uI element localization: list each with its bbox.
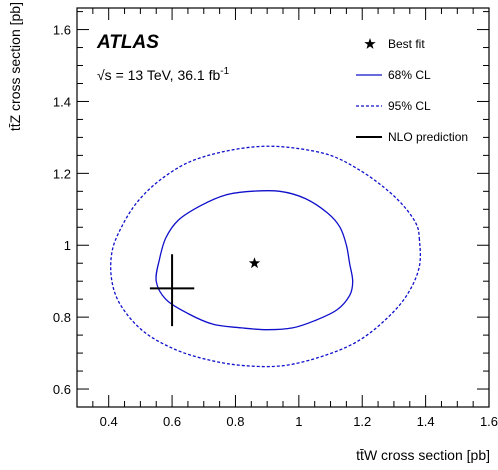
x-axis-title: tt̄W cross section [pb] [356, 447, 490, 463]
x-tick-label: 0.4 [100, 414, 118, 429]
y-axis-title: tt̄Z cross section [pb] [7, 2, 23, 131]
contour-68cl [155, 189, 354, 331]
best-fit-marker [248, 257, 261, 269]
experiment-label: ATLAS [96, 32, 159, 53]
legend-label: 68% CL [388, 68, 431, 82]
legend-label: NLO prediction [388, 130, 468, 144]
y-tick-label: 1 [64, 238, 71, 253]
energy-superscript: -1 [220, 66, 229, 77]
x-tick-label: 1.6 [480, 414, 498, 429]
contour-layer [110, 145, 422, 368]
y-tick-label: 0.8 [53, 310, 71, 325]
x-tick-label: 1.2 [353, 414, 371, 429]
legend-entry: NLO prediction [356, 130, 468, 144]
y-tick-label: 0.6 [53, 382, 71, 397]
legend: Best fit 68% CL 95% CL NLO prediction [356, 37, 468, 144]
legend-entry: Best fit [364, 37, 425, 51]
legend-star-icon [364, 38, 376, 49]
tick-label-layer: 0.4 0.6 0.8 1 1.2 1.4 1.6 0.6 0.8 1 1.2 1.4 1.6 [53, 23, 498, 429]
x-tick-label: 1.4 [417, 414, 435, 429]
x-tick-label: 1 [295, 414, 302, 429]
legend-label: 95% CL [388, 99, 431, 113]
y-tick-label: 1.6 [53, 23, 71, 38]
y-tick-label: 1.2 [53, 166, 71, 181]
y-tick-label: 1.4 [53, 94, 71, 109]
energy-label: √s = 13 TeV, 36.1 fb-1 [97, 66, 230, 83]
contour-95cl [110, 145, 422, 368]
x-tick-label: 0.6 [163, 414, 181, 429]
legend-entry: 68% CL [356, 68, 431, 82]
x-tick-label: 0.8 [226, 414, 244, 429]
tick-layer [76, 8, 490, 408]
legend-label: Best fit [388, 37, 425, 51]
legend-entry: 95% CL [356, 99, 431, 113]
energy-text: √s = 13 TeV, 36.1 fb [97, 67, 220, 83]
marker-layer [149, 254, 261, 327]
